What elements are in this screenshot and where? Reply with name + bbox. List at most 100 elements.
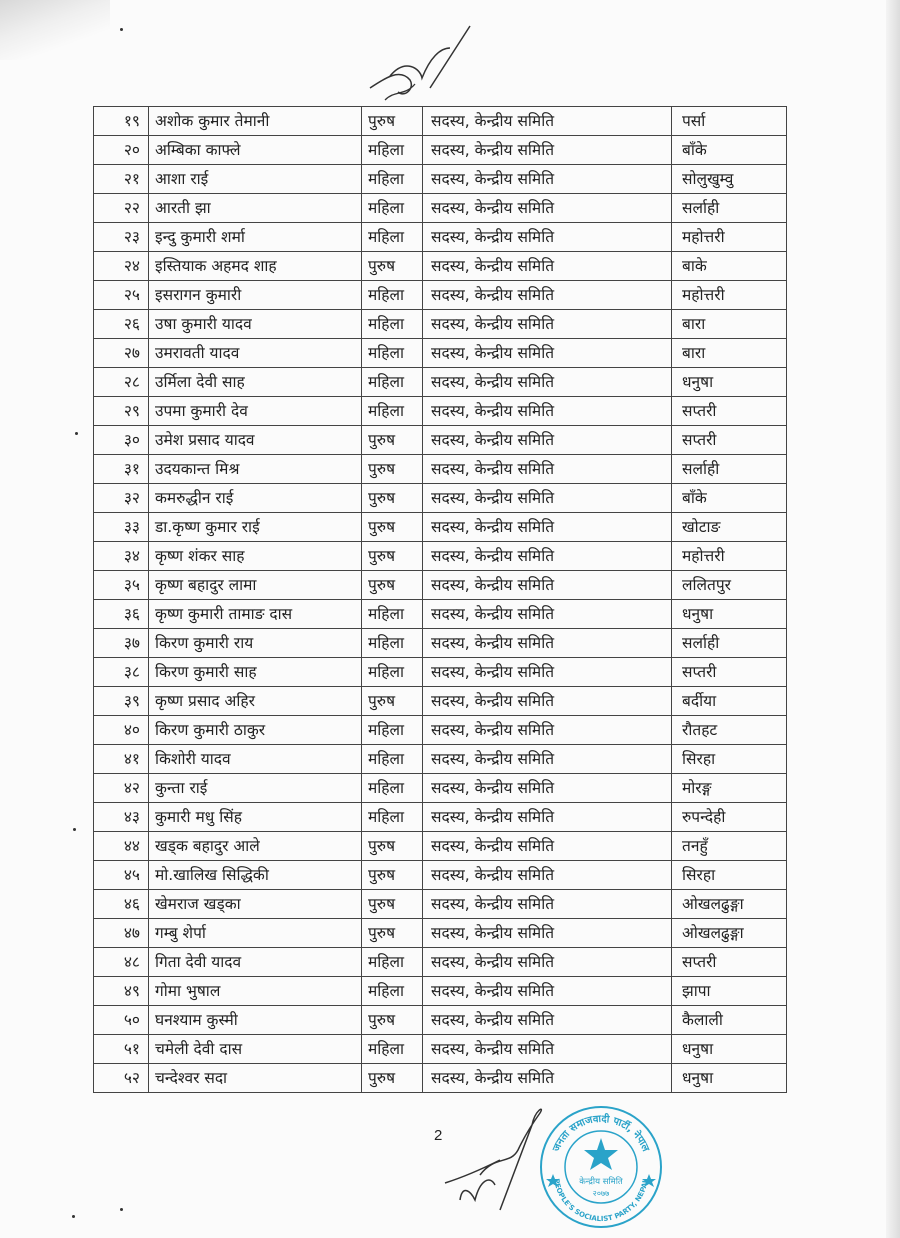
cell-role: सदस्य, केन्द्रीय समिति [422,1034,672,1064]
cell-name: कमरुद्धीन राई [148,483,362,513]
table-row: ३५ कृष्ण बहादुर लामा पुरुष सदस्य, केन्द्रीय… [93,570,787,600]
cell-num: २० [93,135,149,165]
cell-gender: महिला [361,976,423,1006]
table-row: २१ आशा राई महिला सदस्य, केन्द्रीय समिति सोलु… [93,164,787,194]
cell-role: सदस्य, केन्द्रीय समिति [422,396,672,426]
table-row: २६ उषा कुमारी यादव महिला सदस्य, केन्द्रीय स… [93,309,787,339]
table-row: २८ उर्मिला देवी साह महिला सदस्य, केन्द्रीय … [93,367,787,397]
table-row: ४९ गोमा भुषाल महिला सदस्य, केन्द्रीय समिति झ… [93,976,787,1006]
cell-num: ३७ [93,628,149,658]
star-icon-right [642,1174,656,1187]
cell-name: कुन्ता राई [148,773,362,803]
cell-name: किशोरी यादव [148,744,362,774]
cell-district: ओखलढुङ्गा [671,918,787,948]
cell-gender: महिला [361,715,423,745]
cell-role: सदस्य, केन्द्रीय समिति [422,918,672,948]
cell-role: सदस्य, केन्द्रीय समिति [422,628,672,658]
cell-district: बारा [671,309,787,339]
table-row: २३ इन्दु कुमारी शर्मा महिला सदस्य, केन्द्री… [93,222,787,252]
cell-name: कृष्ण कुमारी तामाङ दास [148,599,362,629]
cell-num: ४९ [93,976,149,1006]
cell-district: बर्दीया [671,686,787,716]
cell-name: घनश्याम कुस्मी [148,1005,362,1035]
cell-district: ओखलढुङ्गा [671,889,787,919]
cell-num: ४४ [93,831,149,861]
cell-role: सदस्य, केन्द्रीय समिति [422,483,672,513]
cell-gender: पुरुष [361,541,423,571]
cell-name: गोमा भुषाल [148,976,362,1006]
cell-num: ४३ [93,802,149,832]
page-number: 2 [434,1127,443,1144]
page-fold-shadow [0,0,110,60]
table-row: ३८ किरण कुमारी साह महिला सदस्य, केन्द्रीय स… [93,657,787,687]
cell-num: २१ [93,164,149,194]
speck [75,432,78,435]
cell-num: ३८ [93,657,149,687]
cell-name: उदयकान्त मिश्र [148,454,362,484]
cell-num: ३९ [93,686,149,716]
cell-district: मोरङ्ग [671,773,787,803]
cell-role: सदस्य, केन्द्रीय समिति [422,599,672,629]
cell-district: खोटाङ [671,512,787,542]
table-row: ३३ डा.कृष्ण कुमार राई पुरुष सदस्य, केन्द्री… [93,512,787,542]
cell-num: ३५ [93,570,149,600]
table-row: ३२ कमरुद्धीन राई पुरुष सदस्य, केन्द्रीय समि… [93,483,787,513]
cell-role: सदस्य, केन्द्रीय समिति [422,135,672,165]
cell-gender: पुरुष [361,570,423,600]
table-row: ४८ गिता देवी यादव महिला सदस्य, केन्द्रीय सम… [93,947,787,977]
table-row: १९ अशोक कुमार तेमानी पुरुष सदस्य, केन्द्रीय… [93,106,787,136]
table-row: ४३ कुमारी मधु सिंह महिला सदस्य, केन्द्रीय स… [93,802,787,832]
table-row: २२ आरती झा महिला सदस्य, केन्द्रीय समिति सर्ल… [93,193,787,223]
table-row: ५२ चन्देश्वर सदा पुरुष सदस्य, केन्द्रीय समि… [93,1063,787,1093]
cell-district: रौतहट [671,715,787,745]
star-icon-left [546,1174,560,1187]
cell-role: सदस्य, केन्द्रीय समिति [422,280,672,310]
cell-gender: पुरुष [361,686,423,716]
cell-gender: महिला [361,599,423,629]
cell-role: सदस्य, केन्द्रीय समिति [422,106,672,136]
cell-num: ४७ [93,918,149,948]
cell-name: इसरागन कुमारी [148,280,362,310]
cell-num: ४२ [93,773,149,803]
cell-gender: महिला [361,1034,423,1064]
table-row: ४१ किशोरी यादव महिला सदस्य, केन्द्रीय समिति… [93,744,787,774]
cell-name: गिता देवी यादव [148,947,362,977]
cell-name: कृष्ण बहादुर लामा [148,570,362,600]
cell-gender: महिला [361,280,423,310]
cell-num: ४१ [93,744,149,774]
cell-num: ३२ [93,483,149,513]
cell-num: ३४ [93,541,149,571]
cell-district: सप्तरी [671,657,787,687]
cell-role: सदस्य, केन्द्रीय समिति [422,570,672,600]
cell-district: ललितपुर [671,570,787,600]
cell-num: ३३ [93,512,149,542]
cell-role: सदस्य, केन्द्रीय समिति [422,425,672,455]
cell-role: सदस्य, केन्द्रीय समिति [422,512,672,542]
cell-role: सदस्य, केन्द्रीय समिति [422,976,672,1006]
cell-num: ४० [93,715,149,745]
signature-bottom [444,1108,543,1211]
cell-name: किरण कुमारी राय [148,628,362,658]
cell-district: सर्लाही [671,193,787,223]
cell-gender: महिला [361,164,423,194]
cell-num: ५१ [93,1034,149,1064]
speck [73,828,76,831]
cell-num: ३६ [93,599,149,629]
cell-name: कृष्ण शंकर साह [148,541,362,571]
cell-gender: महिला [361,744,423,774]
cell-district: बाके [671,251,787,281]
cell-num: २४ [93,251,149,281]
cell-name: उमरावती यादव [148,338,362,368]
cell-name: किरण कुमारी ठाकुर [148,715,362,745]
table-row: ३७ किरण कुमारी राय महिला सदस्य, केन्द्रीय स… [93,628,787,658]
cell-district: सोलुखुम्वु [671,164,787,194]
cell-name: गम्बु शेर्पा [148,918,362,948]
cell-role: सदस्य, केन्द्रीय समिति [422,1005,672,1035]
cell-num: ३१ [93,454,149,484]
cell-num: २३ [93,222,149,252]
cell-num: २६ [93,309,149,339]
table-row: ४२ कुन्ता राई महिला सदस्य, केन्द्रीय समिति म… [93,773,787,803]
cell-num: ५२ [93,1063,149,1093]
cell-district: सप्तरी [671,947,787,977]
cell-role: सदस्य, केन्द्रीय समिति [422,541,672,571]
